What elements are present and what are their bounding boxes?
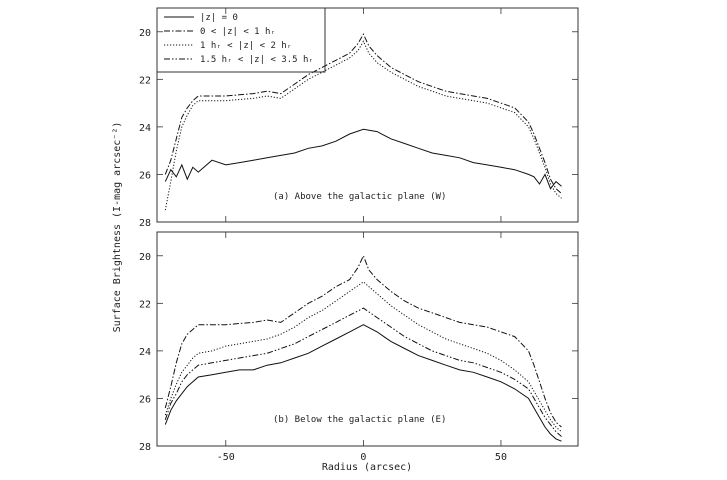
panel-above-y-ticks: 20 22 24 26 28 [139, 28, 578, 229]
x-axis-label: Radius (arcsec) [322, 462, 412, 473]
panel-above-x-ticks [225, 8, 502, 222]
y-axis-label: Surface Brightness (I-mag arcsec⁻²) [112, 122, 123, 333]
y-tick-label: 24 [139, 347, 151, 358]
x-tick-label: 50 [495, 452, 507, 463]
legend: |z| = 0 0 < |z| < 1 hᵣ 1 hᵣ < |z| < 2 hᵣ 1.… [156, 7, 326, 73]
legend-label: 1 hᵣ < |z| < 2 hᵣ [200, 41, 292, 51]
panel-below-series [164, 254, 562, 442]
panel-below-x-ticks: -50 0 50 [217, 232, 507, 463]
panel-above-frame [156, 7, 579, 223]
y-tick-label: 20 [139, 252, 151, 263]
y-tick-label: 22 [139, 75, 151, 86]
legend-label: 1.5 hᵣ < |z| < 3.5 hᵣ [200, 55, 314, 65]
y-tick-label: 26 [139, 394, 151, 405]
series-line-4 [164, 324, 562, 442]
y-tick-label: 24 [139, 123, 151, 134]
panel-below-frame [156, 231, 579, 447]
x-tick-label: -50 [217, 452, 235, 463]
y-tick-label: 20 [139, 28, 151, 39]
series-line-2 [164, 40, 562, 211]
series-line-2 [164, 281, 562, 433]
legend-items: |z| = 0 0 < |z| < 1 hᵣ 1 hᵣ < |z| < 2 hᵣ 1.… [164, 13, 314, 65]
panel-below: 20 22 24 26 28 -50 0 50 (b) Below the galactic… [139, 231, 579, 463]
x-tick-label: 0 [360, 452, 366, 463]
panel-below-y-ticks: 20 22 24 26 28 [139, 252, 578, 453]
series-line-1 [164, 254, 562, 428]
legend-label: 0 < |z| < 1 hᵣ [200, 27, 276, 37]
y-tick-label: 26 [139, 170, 151, 181]
panel-above-series [164, 33, 562, 211]
panel-above: 20 22 24 26 28 (a) Above the galactic plane … [139, 7, 579, 229]
y-tick-label: 28 [139, 442, 151, 453]
series-line-1 [164, 33, 562, 194]
legend-label: |z| = 0 [200, 13, 238, 23]
panel-below-label: (b) Below the galactic plane (E) [273, 415, 446, 425]
series-line-3 [164, 128, 562, 190]
legend-frame [156, 7, 326, 73]
y-tick-label: 22 [139, 299, 151, 310]
panel-above-label: (a) Above the galactic plane (W) [273, 192, 446, 202]
series-line-3 [164, 307, 562, 437]
y-tick-label: 28 [139, 218, 151, 229]
